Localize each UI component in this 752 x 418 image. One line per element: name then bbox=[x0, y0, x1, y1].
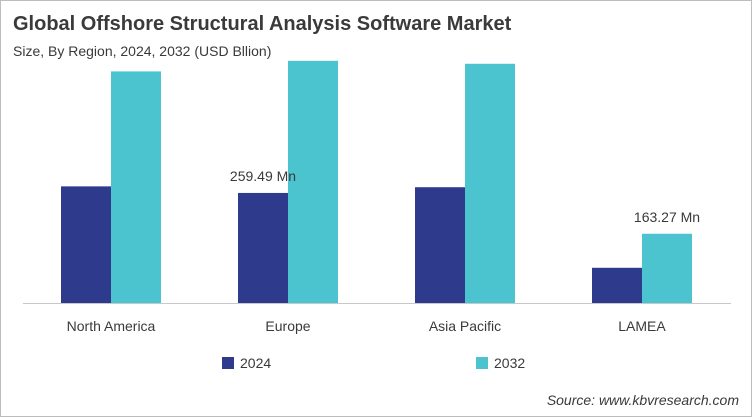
legend-swatch-2024 bbox=[222, 357, 234, 369]
legend-label: 2032 bbox=[494, 355, 525, 371]
bar-asia-pacific-2024 bbox=[415, 187, 465, 303]
bar-lamea-2032 bbox=[642, 233, 692, 303]
bar-europe-2032 bbox=[288, 60, 338, 303]
legend-label: 2024 bbox=[240, 355, 271, 371]
x-tick-label: North America bbox=[67, 318, 156, 334]
data-label: 163.27 Mn bbox=[634, 209, 700, 225]
chart-subtitle: Size, By Region, 2024, 2032 (USD Bllion) bbox=[13, 43, 272, 59]
x-tick-label: Europe bbox=[265, 318, 310, 334]
legend-swatch-2032 bbox=[476, 357, 488, 369]
bar-europe-2024 bbox=[238, 192, 288, 303]
bar-asia-pacific-2032 bbox=[465, 63, 515, 303]
chart-title: Global Offshore Structural Analysis Soft… bbox=[13, 13, 512, 35]
bar-north-america-2032 bbox=[111, 71, 161, 304]
bar-north-america-2024 bbox=[61, 186, 111, 303]
x-tick-label: Asia Pacific bbox=[429, 318, 501, 334]
x-tick-label: LAMEA bbox=[618, 318, 666, 334]
data-label: 259.49 Mn bbox=[230, 168, 296, 184]
bar-lamea-2024 bbox=[592, 267, 642, 303]
source-note: Source: www.kbvresearch.com bbox=[546, 392, 739, 408]
